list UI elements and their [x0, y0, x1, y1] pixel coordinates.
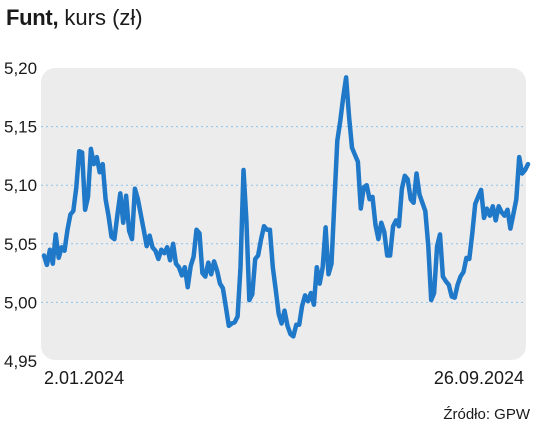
y-tick-label: 5,10 — [4, 176, 37, 195]
y-tick-label: 5,00 — [4, 293, 37, 312]
source-note: Źródło: GPW — [443, 406, 530, 423]
series-line — [41, 75, 531, 339]
y-tick-label: 4,95 — [4, 352, 37, 371]
chart-title-rest: kurs (zł) — [64, 5, 143, 30]
y-tick-label: 5,05 — [4, 235, 37, 254]
x-tick-label-end: 26.09.2024 — [434, 368, 524, 388]
y-tick-label: 5,20 — [4, 59, 37, 78]
plot-area — [41, 68, 526, 360]
chart-title-bold: Funt, — [6, 5, 59, 30]
x-tick-label-start: 2.01.2024 — [44, 368, 124, 388]
chart-title: Funt, kurs (zł) — [6, 4, 143, 32]
y-tick-label: 5,15 — [4, 118, 37, 137]
